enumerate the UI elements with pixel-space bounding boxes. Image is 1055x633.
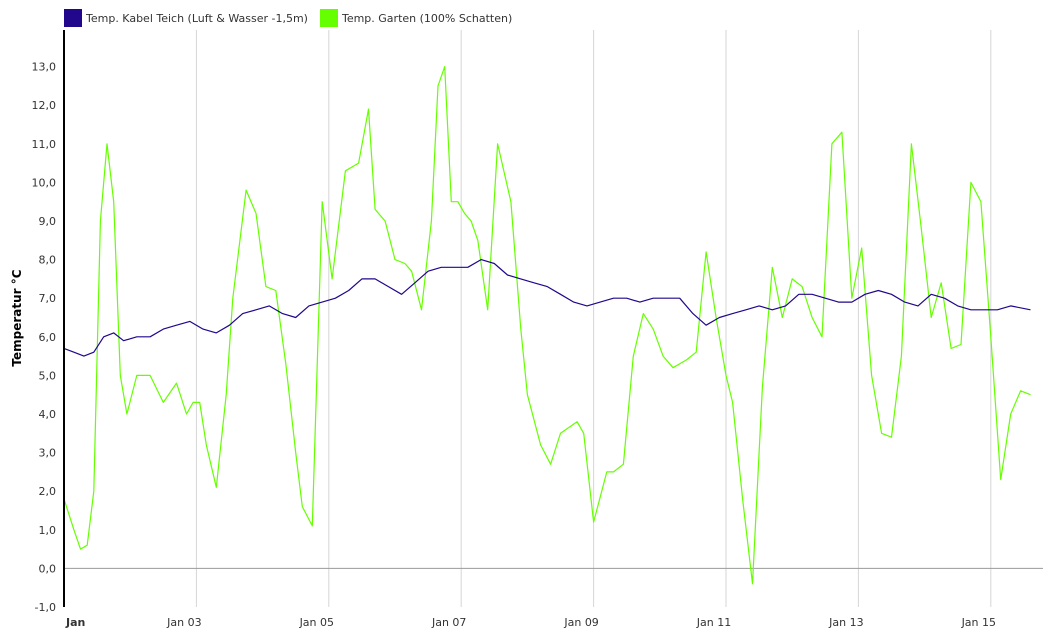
legend-item-garten[interactable]: Temp. Garten (100% Schatten) [319, 9, 513, 27]
y-tick-label: 8,0 [39, 254, 57, 267]
y-tick-label: 4,0 [39, 408, 57, 421]
legend-item-teich[interactable]: Temp. Kabel Teich (Luft & Wasser -1,5m) [64, 9, 308, 27]
y-tick-label: 1,0 [39, 524, 57, 537]
y-tick-label: 10,0 [32, 176, 57, 189]
series-line-teich[interactable] [63, 259, 1031, 357]
gridlines [64, 30, 1043, 607]
series-line-garten[interactable] [63, 65, 1031, 585]
legend-swatch-garten [319, 9, 338, 27]
y-tick-label: 11,0 [32, 138, 57, 151]
y-tick-label: 7,0 [39, 292, 57, 305]
x-tick-label: Jan 15 [961, 616, 996, 629]
x-tick-label: Jan [65, 616, 85, 629]
x-axis-ticks: Jan Jan 03 Jan 05 Jan 07 Jan 09 Jan 11 Jan 13 J… [65, 616, 996, 629]
x-tick-label: Jan 11 [696, 616, 731, 629]
y-tick-label: 3,0 [39, 447, 57, 460]
y-tick-label: 5,0 [39, 369, 57, 382]
x-tick-label: Jan 13 [828, 616, 863, 629]
y-tick-label: 13,0 [32, 61, 57, 74]
x-tick-label: Jan 09 [563, 616, 598, 629]
legend-label-teich: Temp. Kabel Teich (Luft & Wasser -1,5m) [86, 11, 308, 25]
y-axis-title: Temperatur °C [10, 269, 24, 366]
y-axis-ticks: -1,0 0,0 1,0 2,0 3,0 4,0 5,0 6,0 7,0 8,0 9,0 10,0 11… [32, 61, 57, 614]
y-tick-label: 0,0 [39, 562, 57, 575]
y-tick-label: 2,0 [39, 485, 57, 498]
y-tick-label: 6,0 [39, 331, 57, 344]
series-layer [63, 65, 1031, 585]
x-tick-label: Jan 05 [299, 616, 334, 629]
legend: Temp. Kabel Teich (Luft & Wasser -1,5m) … [64, 9, 524, 27]
y-tick-label: 12,0 [32, 99, 57, 112]
legend-swatch-teich [64, 9, 82, 27]
y-tick-label: -1,0 [35, 601, 56, 614]
x-tick-label: Jan 03 [166, 616, 201, 629]
x-tick-label: Jan 07 [431, 616, 466, 629]
y-tick-label: 9,0 [39, 215, 57, 228]
legend-label-garten: Temp. Garten (100% Schatten) [341, 11, 513, 25]
